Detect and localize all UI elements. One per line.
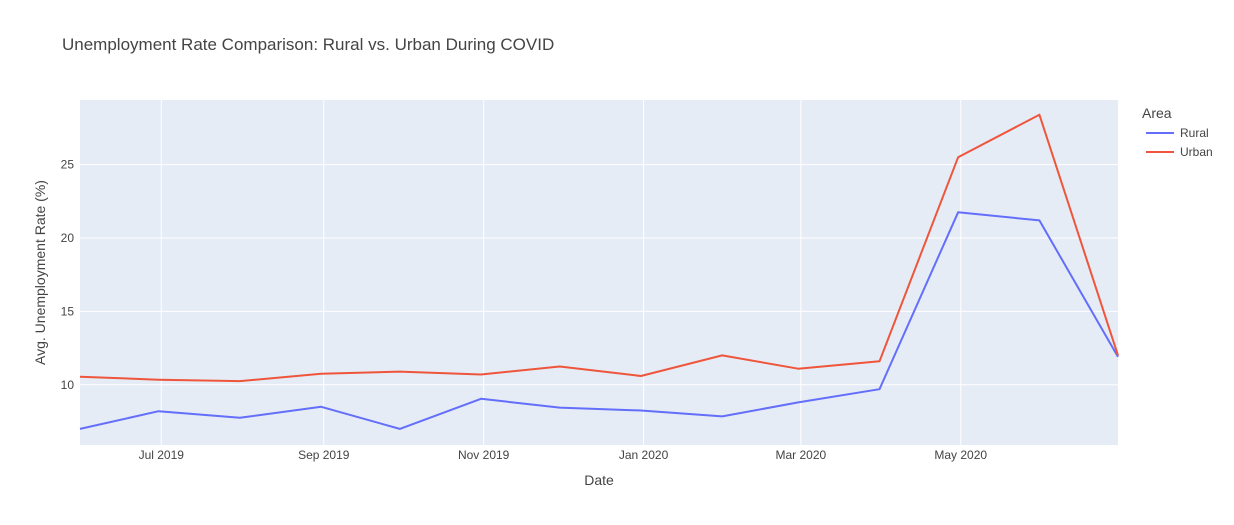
legend-label-rural: Rural: [1180, 126, 1209, 140]
series-lines: [79, 113, 1119, 430]
legend-item-rural[interactable]: Rural: [1146, 126, 1209, 140]
grid-lines: [80, 100, 1118, 445]
series-line-rural: [79, 211, 1119, 430]
legend: Area Rural Urban: [1142, 105, 1213, 159]
x-tick-label: Mar 2020: [775, 448, 826, 462]
y-axis-title: Avg. Unemployment Rate (%): [32, 180, 48, 365]
y-tick-label: 15: [61, 304, 75, 318]
legend-label-urban: Urban: [1180, 145, 1213, 159]
x-tick-label: Nov 2019: [458, 448, 510, 462]
x-tick-label: Sep 2019: [298, 448, 350, 462]
legend-item-urban[interactable]: Urban: [1146, 145, 1213, 159]
y-tick-label: 25: [61, 158, 75, 172]
y-tick-label: 20: [61, 231, 75, 245]
y-axis-ticks: 10 15 20 25: [61, 158, 75, 392]
series-line-urban: [79, 113, 1119, 383]
x-axis-title: Date: [584, 472, 614, 488]
x-axis-ticks: Jul 2019 Sep 2019 Nov 2019 Jan 2020 Mar 2020…: [139, 448, 988, 462]
x-tick-label: Jan 2020: [619, 448, 669, 462]
x-tick-label: Jul 2019: [139, 448, 185, 462]
y-tick-label: 10: [61, 378, 75, 392]
x-tick-label: May 2020: [934, 448, 987, 462]
chart-title: Unemployment Rate Comparison: Rural vs. …: [62, 35, 554, 54]
plot-area: [80, 100, 1118, 445]
legend-title: Area: [1142, 105, 1172, 121]
